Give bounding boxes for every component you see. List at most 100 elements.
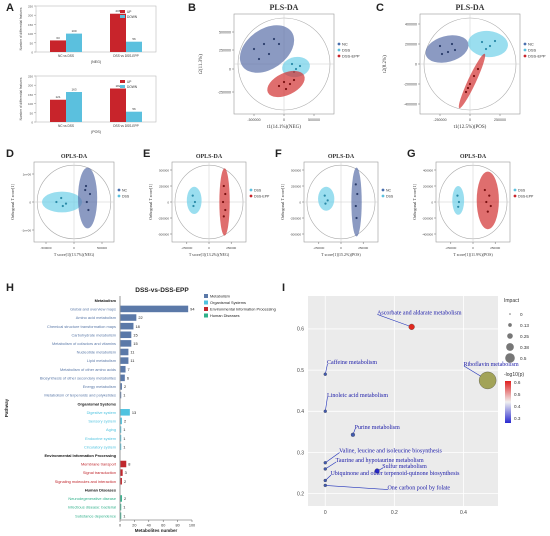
bar-plot-frame: [35, 5, 157, 53]
y-tick-label: 250000: [291, 185, 301, 189]
pathway-label: Amino acid metabolism: [76, 315, 116, 320]
pathway-bubble: [408, 323, 415, 330]
pathway-bubble-label: One carbon pool by folate: [387, 485, 450, 492]
pathway-label: Neurodegenerative disease: [68, 496, 116, 501]
x-axis-label: t1(14.1%)(NEG): [267, 125, 301, 130]
category-header: Organismal Systems: [78, 401, 117, 406]
legend-marker: [381, 188, 385, 192]
pathway-bubble-label: Purine metabolism: [355, 425, 400, 431]
pathway-label: Infectious disease: bacterial: [68, 505, 116, 510]
x-axis-label: T score[1](11.9%)(POS): [453, 252, 493, 257]
y-tick-label: 200: [28, 14, 33, 18]
pathway-bubble-label: Caffeine metabolism: [327, 359, 377, 366]
plot-title: OPLS-DA: [460, 154, 487, 160]
plot-title: OPLS-DA: [328, 154, 355, 160]
y-tick-label: 250: [28, 75, 33, 79]
x-tick-label: 0: [73, 246, 75, 250]
panel-label-h: H: [6, 282, 14, 294]
pathway-bar: [120, 374, 125, 382]
bar-value-label: 1: [123, 505, 125, 510]
category-header: Human Diseases: [85, 487, 116, 492]
x-tick-label: 250000: [358, 246, 368, 250]
y-axis-label: Number of differential features: [19, 7, 23, 50]
panel-label-b: B: [188, 2, 196, 14]
pathway-bar: [120, 512, 122, 519]
x-axis-label: T score[1](15.2%)(POS): [321, 252, 361, 257]
bar-value-label: 1: [123, 436, 125, 441]
bar-value-label: 2: [124, 496, 126, 501]
group-ellipse: [452, 186, 465, 215]
bar-value-label: 163: [71, 88, 76, 92]
y-tick-label: 500000: [291, 169, 301, 173]
x-tick-label: 0: [119, 524, 121, 528]
sample-point: [483, 188, 486, 192]
y-tick-label: 0.5: [297, 368, 304, 374]
group-ellipse: [468, 30, 508, 58]
x-axis-label: T score[1](13.7%)(NEG): [54, 252, 95, 257]
bar-value-label: 100: [71, 29, 76, 33]
legend-swatch: [204, 300, 208, 305]
y-tick-label: 200000: [405, 43, 417, 47]
sample-point: [61, 204, 64, 208]
bar-value-label: 15: [133, 332, 137, 337]
group-ellipse: [42, 191, 82, 213]
x-tick-label: 0.4: [460, 510, 467, 516]
sample-point: [488, 194, 491, 197]
bar-value-label: 7: [128, 367, 130, 372]
pathway-bar: [120, 443, 122, 451]
panel-i-pathway-bubbles: 0 0.2 0.4 0.2 0.3 0.4 0.5 0.6 Ascorbate and alda…: [297, 296, 529, 516]
sample-point: [60, 196, 63, 200]
color-legend-label: 0.5: [514, 392, 521, 397]
pathway-bubble-label: Riboflavin metabolism: [463, 361, 518, 368]
color-legend-label: 0.4: [514, 404, 521, 409]
x-tick-label: -500000: [247, 118, 260, 122]
y-tick-label: 150: [28, 93, 33, 97]
pathway-bar: [120, 357, 129, 364]
legend-label: DSS-EPP: [528, 54, 546, 59]
bar: [50, 40, 66, 52]
legend-swatch: [204, 313, 208, 318]
legend-label: NC: [528, 42, 534, 47]
y-axis-label: t2(8.2%): [383, 55, 388, 73]
legend-label: Metabolism: [210, 294, 230, 299]
bar-value-label: 22: [138, 315, 142, 320]
legend-marker: [513, 188, 517, 192]
legend-label: UP: [127, 80, 131, 84]
pathway-bubble-label: Ubiquinone and other terpenoid-quinone b…: [330, 471, 460, 477]
x-tick-label: 100: [189, 524, 195, 528]
legend-marker: [117, 188, 121, 192]
pathway-label: Biosynthesis of other secondary metaboli…: [40, 375, 116, 380]
bar-value-label: 1: [123, 444, 125, 449]
legend-swatch: [120, 80, 125, 83]
sample-point: [84, 184, 88, 188]
bar-value-label: 121: [55, 95, 60, 99]
bar-value-label: 2: [124, 419, 126, 424]
bar-value-label: 94: [190, 307, 195, 312]
y-tick-label: -200000: [404, 83, 417, 87]
x-tick-label: -500000: [40, 246, 51, 250]
sample-point: [252, 47, 256, 51]
x-tick-label: 0: [208, 246, 210, 250]
group-ellipse: [78, 167, 98, 229]
pathway-label: Signaling molecules and interaction: [55, 479, 116, 484]
y-tick-label: 200000: [423, 185, 433, 189]
legend-label: UP: [127, 10, 131, 14]
sample-point: [290, 62, 294, 66]
y-tick-label: 1e+06: [23, 173, 32, 177]
panel-label-d: D: [6, 148, 14, 160]
y-tick-label: 0: [31, 121, 33, 125]
sample-point: [440, 52, 444, 56]
plot-title: OPLS-DA: [196, 154, 223, 160]
pathway-bubble-label: Taurine and hypotaurine metabolism: [336, 458, 424, 464]
color-legend-title: -log10(p): [504, 372, 524, 378]
y-tick-label: -200000: [422, 217, 433, 221]
pathway-label: Metabolism of other amino acids: [60, 367, 116, 372]
pathway-label: Aging: [106, 427, 116, 432]
group-ellipse: [425, 35, 469, 63]
bar-value-label: 13: [132, 410, 136, 415]
pathway-label: Metabolism of cofactors and vitamins: [52, 341, 116, 346]
sample-point: [326, 199, 329, 202]
color-legend-label: 0.3: [514, 416, 521, 421]
pathway-label: Digestive system: [87, 410, 116, 415]
y-tick-label: -500000: [158, 233, 169, 237]
